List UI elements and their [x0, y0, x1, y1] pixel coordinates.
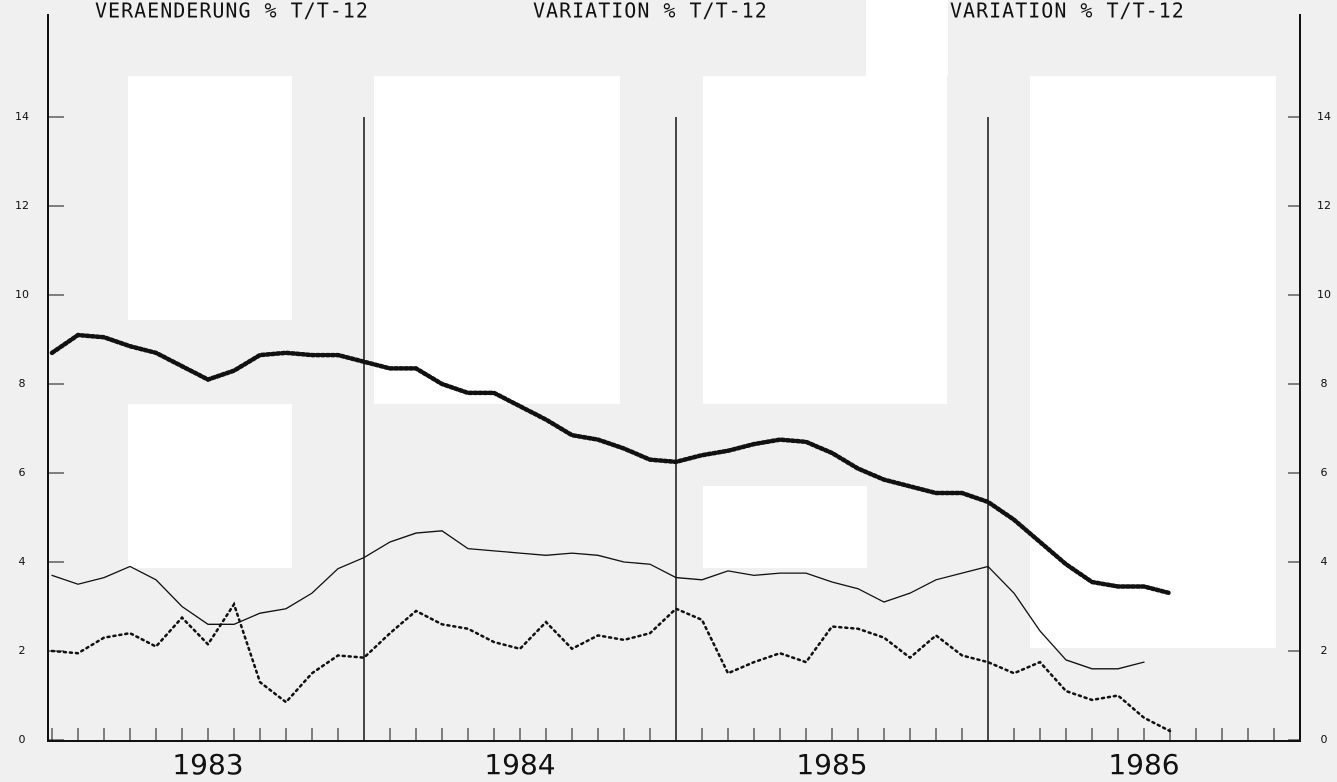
y-tick-label: 10 [15, 288, 29, 301]
y-tick-label-right: 0 [1321, 733, 1328, 746]
scan-patch [128, 404, 292, 568]
y-tick-label-right: 2 [1321, 644, 1328, 657]
y-tick-label: 0 [19, 733, 26, 746]
y-tick-label: 12 [15, 199, 29, 212]
series-line [50, 601, 1172, 733]
title: VARIATION % T/T-12 [950, 0, 1185, 23]
y-tick-label: 14 [15, 110, 29, 123]
y-tick-label: 2 [19, 644, 26, 657]
series-line [49, 332, 1173, 596]
scan-patch [866, 0, 948, 76]
x-tick-label: 1984 [484, 748, 555, 781]
scan-patch [128, 76, 292, 320]
scan-patch [703, 486, 867, 568]
series-line [51, 530, 1145, 670]
y-tick-label-right: 6 [1321, 466, 1328, 479]
y-tick-label-right: 4 [1321, 555, 1328, 568]
y-tick-label-right: 8 [1321, 377, 1328, 390]
x-tick-label: 1985 [796, 748, 867, 781]
title: VERAENDERUNG % T/T-12 [95, 0, 369, 23]
y-tick-label-right: 14 [1317, 110, 1331, 123]
y-tick-label-right: 12 [1317, 199, 1331, 212]
scan-patch [703, 76, 947, 404]
y-tick-label: 4 [19, 555, 26, 568]
title: VARIATION % T/T-12 [533, 0, 768, 23]
x-tick-label: 1986 [1108, 748, 1179, 781]
y-tick-label: 6 [19, 466, 26, 479]
y-tick-label: 8 [19, 377, 26, 390]
scan-patch [374, 76, 620, 404]
y-tick-label-right: 10 [1317, 288, 1331, 301]
scan-patch [1030, 76, 1276, 648]
x-tick-label: 1983 [172, 748, 243, 781]
